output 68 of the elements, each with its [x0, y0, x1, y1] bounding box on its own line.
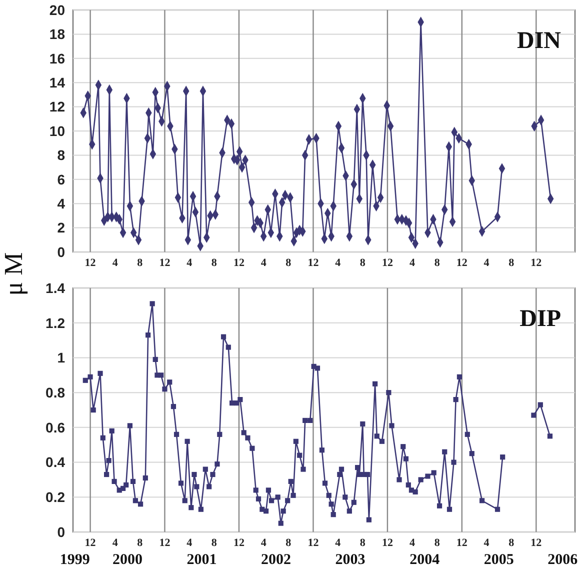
y-tick-label: 4: [57, 196, 66, 212]
x2-tick-label: 2003: [335, 552, 366, 568]
x-tick-label: 4: [260, 257, 267, 269]
x-tick-label: 8: [286, 537, 292, 549]
x-tick-label: 4: [484, 257, 490, 269]
x-tick-label: 12: [456, 257, 468, 269]
y-tick-label: 10: [49, 122, 66, 139]
x-tick-label: 4: [112, 537, 118, 549]
x2-tick-label: 2005: [484, 552, 514, 568]
y-tick-label: 0: [57, 244, 66, 260]
x-tick-label: 12: [530, 537, 542, 549]
x2-tick-label: 2000: [112, 552, 143, 568]
y-tick-label: 18: [49, 26, 66, 42]
x-tick-label: 8: [360, 537, 366, 549]
x-tick-label: 8: [434, 257, 440, 269]
x-tick-label: 12: [84, 537, 96, 549]
y-tick-label: 20: [49, 2, 66, 18]
text: DIP: [520, 306, 561, 332]
x-tick-label: 4: [112, 257, 118, 269]
x-tick-label: 12: [456, 537, 468, 549]
x-tick-label: 8: [360, 257, 366, 269]
y-tick-label: 0.8: [46, 384, 66, 400]
y-tick-label: 16: [49, 50, 66, 66]
x-tick-label: 4: [186, 257, 193, 269]
x-tick-label: 4: [335, 257, 342, 269]
x-tick-label: 12: [382, 537, 394, 549]
x-tick-label: 8: [137, 537, 144, 549]
x-tick-label: 4: [484, 537, 490, 549]
x-tick-label: 4: [410, 537, 416, 549]
y-tick-label: 6: [57, 171, 66, 188]
y-tick-label: 0.4: [46, 454, 66, 470]
x-tick-label: 8: [137, 257, 144, 269]
y-tick-label: 8: [57, 147, 66, 164]
y-tick-label: 12: [49, 98, 66, 115]
x-tick-label: 12: [530, 257, 542, 269]
x-tick-label: 8: [508, 537, 515, 549]
y-tick-label: 1.2: [46, 314, 66, 331]
x-tick-label: 12: [159, 537, 171, 549]
x-tick-label: 12: [308, 257, 320, 269]
x-tick-label: 12: [382, 257, 394, 269]
x-tick-label: 4: [186, 537, 193, 549]
y-axis-title: μ M: [0, 252, 28, 296]
x-tick-label: 12: [308, 537, 320, 549]
x2-tick-label: 2002: [260, 552, 291, 568]
x-tick-label: 8: [434, 537, 440, 549]
x-tick-label: 12: [233, 537, 245, 549]
y-tick-label: 0.2: [46, 489, 66, 506]
y-tick-label: 1: [57, 350, 66, 366]
y-tick-label: 1.4: [46, 280, 66, 296]
x-tick-label: 8: [211, 537, 218, 549]
y-tick-label: 14: [49, 74, 66, 90]
x-tick-label: 4: [410, 257, 416, 269]
x2-tick-label: 2001: [186, 552, 217, 568]
x-tick-label: 8: [211, 257, 218, 269]
x2-tick-label: 1999: [60, 552, 90, 568]
y-tick-label: 0: [57, 524, 66, 540]
y-tick-label: 0.6: [46, 419, 66, 436]
x-tick-label: 12: [84, 257, 96, 269]
x2-tick-label: 2004: [410, 552, 440, 568]
text: DIN: [516, 28, 562, 54]
x-tick-label: 8: [286, 257, 292, 269]
x-tick-label: 8: [508, 257, 515, 269]
x-tick-label: 4: [335, 537, 342, 549]
x-tick-label: 4: [260, 537, 267, 549]
x-tick-label: 12: [233, 257, 245, 269]
y-tick-label: 2: [57, 220, 66, 236]
x-tick-label: 12: [159, 257, 171, 269]
x2-tick-label: 2006: [548, 552, 578, 568]
